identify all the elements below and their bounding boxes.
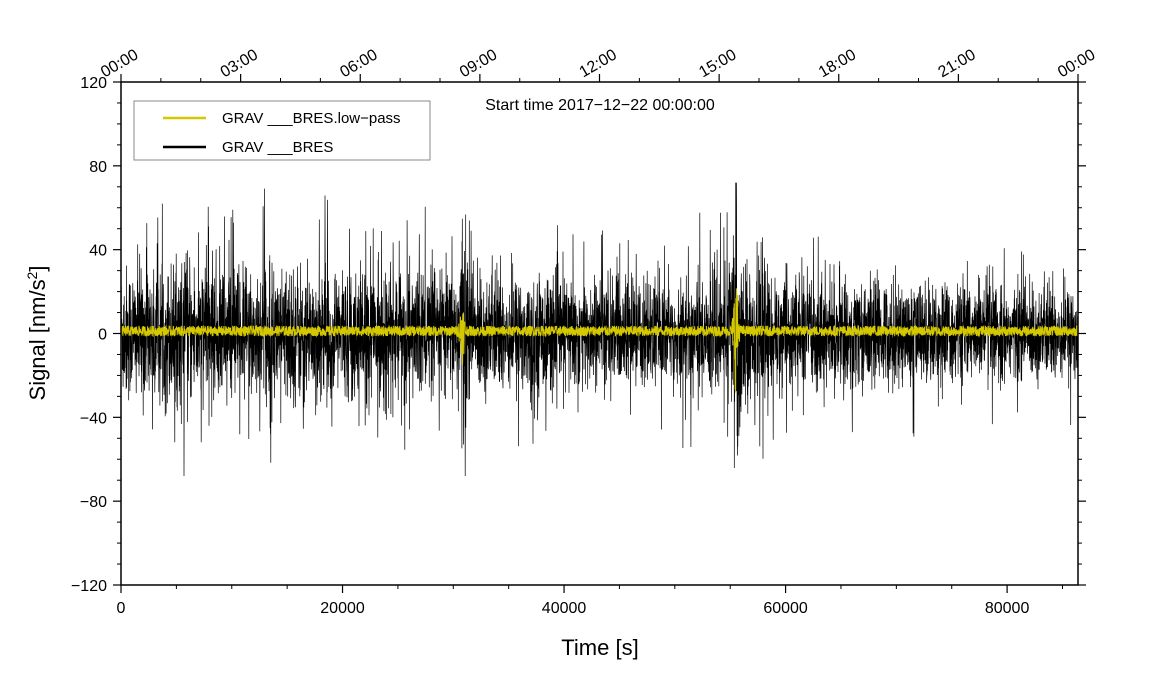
y-tick-label: 80 bbox=[89, 159, 107, 176]
x-tick-label: 80000 bbox=[985, 600, 1030, 617]
series-layer bbox=[121, 182, 1078, 477]
top-tick-label: 15:00 bbox=[696, 46, 739, 81]
x-tick-label: 0 bbox=[117, 600, 126, 617]
legend-label-low-pass: GRAV ___BRES.low−pass bbox=[222, 110, 401, 127]
y-tick-label: 120 bbox=[80, 75, 107, 92]
top-tick-label: 03:00 bbox=[218, 46, 261, 81]
legend-box bbox=[133, 100, 431, 161]
top-tick-label: 18:00 bbox=[816, 46, 859, 81]
y-axis-title: Signal [nm/s2] bbox=[24, 266, 50, 401]
top-tick-label: 06:00 bbox=[337, 46, 380, 81]
legend: GRAV ___BRES.low−pass GRAV ___BRES bbox=[133, 100, 431, 161]
start-time-annotation: Start time 2017−12−22 00:00:00 bbox=[485, 97, 715, 114]
legend-label-raw: GRAV ___BRES bbox=[222, 139, 333, 156]
y-axis-title-superscript: 2 bbox=[24, 271, 40, 279]
y-tick-label: 40 bbox=[89, 243, 107, 260]
y-tick-label: −40 bbox=[80, 410, 107, 427]
series-line-raw bbox=[121, 182, 1078, 477]
y-tick-label: 0 bbox=[98, 327, 107, 344]
top-tick-label: 12:00 bbox=[577, 46, 620, 81]
x-tick-label: 60000 bbox=[763, 600, 808, 617]
y-tick-label: −80 bbox=[80, 494, 107, 511]
series-line-low-pass bbox=[121, 288, 1078, 393]
top-tick-label: 09:00 bbox=[457, 46, 500, 81]
top-tick-label: 21:00 bbox=[936, 46, 979, 81]
y-tick-label: −120 bbox=[71, 578, 107, 595]
top-tick-label: 00:00 bbox=[1055, 46, 1098, 81]
x-tick-label: 40000 bbox=[542, 600, 587, 617]
top-tick-label: 00:00 bbox=[98, 46, 141, 81]
x-tick-label: 20000 bbox=[320, 600, 365, 617]
x-axis-title: Time [s] bbox=[561, 635, 638, 660]
